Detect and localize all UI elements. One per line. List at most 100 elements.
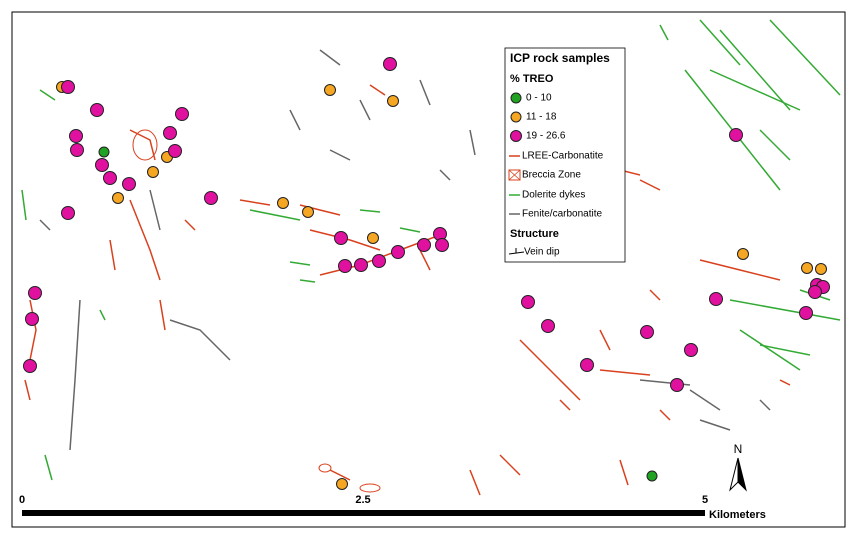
sample-point xyxy=(336,478,348,490)
dolerite-dyke xyxy=(249,209,301,221)
legend-symbol xyxy=(508,248,525,255)
fenite-carbonatite xyxy=(329,149,351,161)
sample-point xyxy=(801,262,813,274)
sample-point xyxy=(25,312,39,326)
sample-point xyxy=(646,470,658,482)
sample-point xyxy=(372,254,386,268)
sample-point xyxy=(324,84,336,96)
sample-point xyxy=(367,232,379,244)
scale-label: 0 xyxy=(19,494,25,506)
map-frame xyxy=(11,11,846,528)
sample-point xyxy=(541,319,555,333)
scale-bar-rect xyxy=(22,510,705,516)
legend-label: 0 - 10 xyxy=(526,93,552,104)
sample-point xyxy=(338,259,352,273)
dolerite-dyke xyxy=(99,309,106,321)
legend-symbol xyxy=(510,92,522,104)
dolerite-dyke xyxy=(759,129,791,161)
dolerite-dyke xyxy=(21,189,27,221)
lree-carbonatite xyxy=(369,84,386,96)
sample-point xyxy=(670,378,684,392)
sample-point xyxy=(61,206,75,220)
legend: ICP rock samples % TREO 0 - 10 11 - 18 1… xyxy=(504,47,626,263)
sample-point xyxy=(737,248,749,260)
fenite-carbonatite xyxy=(759,399,771,411)
legend-label: Fenite/carbonatite xyxy=(522,209,602,220)
lree-carbonatite xyxy=(329,469,351,481)
breccia-zone xyxy=(318,463,332,473)
fenite-carbonatite xyxy=(699,419,731,431)
sample-point xyxy=(799,306,813,320)
sample-point xyxy=(28,286,42,300)
sample-point xyxy=(391,245,405,259)
fenite-carbonatite xyxy=(319,49,341,66)
lree-carbonatite xyxy=(109,239,116,271)
dolerite-dyke xyxy=(709,69,801,111)
lree-carbonatite xyxy=(29,299,37,361)
dolerite-dyke xyxy=(659,24,669,41)
fenite-carbonatite xyxy=(169,319,231,361)
sample-point xyxy=(435,238,449,252)
sample-point xyxy=(815,263,827,275)
fenite-carbonatite xyxy=(689,389,721,411)
lree-carbonatite xyxy=(159,299,166,331)
sample-point xyxy=(277,197,289,209)
breccia-zone xyxy=(359,483,381,493)
sample-point xyxy=(90,103,104,117)
sample-point xyxy=(729,128,743,142)
legend-box xyxy=(504,47,626,263)
dolerite-dyke xyxy=(399,227,421,233)
sample-point xyxy=(684,343,698,357)
dolerite-dyke xyxy=(729,299,841,321)
legend-symbol xyxy=(510,111,522,123)
legend-symbol xyxy=(508,169,521,181)
north-label: N xyxy=(734,442,743,456)
sample-point xyxy=(98,146,110,158)
sample-point xyxy=(95,158,109,172)
fenite-carbonatite xyxy=(439,169,451,181)
sample-point xyxy=(103,171,117,185)
sample-point xyxy=(808,285,822,299)
sample-point xyxy=(709,292,723,306)
dolerite-dyke xyxy=(44,454,53,481)
sample-point xyxy=(112,192,124,204)
dolerite-dyke xyxy=(719,29,791,111)
lree-carbonatite xyxy=(24,379,31,401)
lree-carbonatite xyxy=(419,249,431,271)
sample-point xyxy=(204,191,218,205)
legend-symbol xyxy=(510,130,522,142)
sample-point xyxy=(175,107,189,121)
sample-point xyxy=(387,95,399,107)
legend-title: ICP rock samples xyxy=(510,51,610,65)
sample-point xyxy=(70,143,84,157)
lree-carbonatite xyxy=(519,339,581,401)
north-arrow-right xyxy=(737,457,747,492)
fenite-carbonatite xyxy=(359,99,371,121)
lree-carbonatite xyxy=(639,179,661,191)
sample-point xyxy=(521,295,535,309)
dolerite-dyke xyxy=(359,209,381,213)
legend-label: 19 - 26.6 xyxy=(526,131,566,142)
lree-carbonatite xyxy=(559,399,571,411)
scale-label: 2.5 xyxy=(355,494,370,506)
lree-carbonatite xyxy=(469,469,481,496)
lree-carbonatite xyxy=(129,199,161,281)
lree-carbonatite xyxy=(619,459,629,486)
lree-carbonatite xyxy=(309,229,381,251)
legend-label: Vein dip xyxy=(524,247,560,258)
sample-point xyxy=(383,57,397,71)
lree-carbonatite xyxy=(184,219,196,231)
lree-carbonatite xyxy=(239,199,271,206)
legend-label: Dolerite dykes xyxy=(522,190,585,201)
lree-carbonatite xyxy=(659,409,671,421)
sample-point xyxy=(334,231,348,245)
dolerite-dyke xyxy=(739,329,801,371)
dolerite-dyke xyxy=(699,19,741,66)
legend-symbol xyxy=(508,169,521,181)
lree-carbonatite xyxy=(599,369,651,376)
legend-label: Breccia Zone xyxy=(522,170,581,181)
scale-bar: 0 2.5 5 Kilometers xyxy=(19,494,766,521)
north-arrow: N xyxy=(729,442,747,492)
sample-point xyxy=(168,144,182,158)
lree-carbonatite xyxy=(599,329,611,351)
